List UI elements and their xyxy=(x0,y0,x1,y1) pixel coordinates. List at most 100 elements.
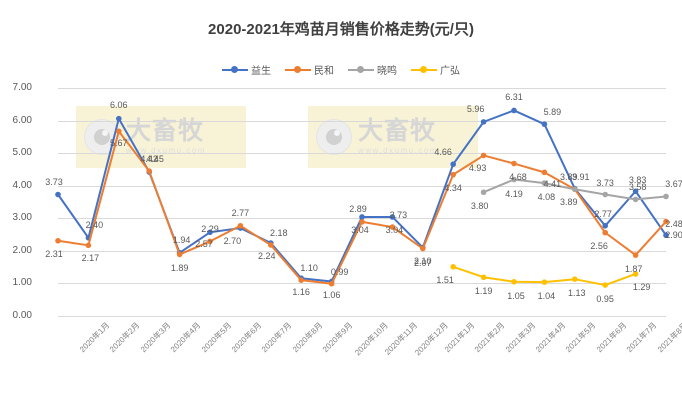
data-point-marker xyxy=(450,161,457,168)
data-point-marker xyxy=(359,214,365,220)
data-point-label: 4.45 xyxy=(146,154,164,165)
data-point-label: 2.18 xyxy=(270,227,288,238)
data-point-marker xyxy=(511,279,517,285)
x-axis-tick-label: 2021年5月 xyxy=(564,320,598,355)
data-point-marker xyxy=(389,214,396,220)
watermark-brand: 大畜牧 xyxy=(358,117,437,145)
data-point-label: 2.57 xyxy=(195,239,213,250)
data-point-label: 3.89 xyxy=(560,172,578,183)
data-point-label: 1.29 xyxy=(632,281,651,292)
data-point-marker xyxy=(632,188,639,195)
data-point-label: 2.10 xyxy=(414,255,432,266)
data-point-label: 2.56 xyxy=(590,240,608,251)
x-axis-tick-label: 2020年2月 xyxy=(108,320,142,355)
data-point-marker xyxy=(328,280,335,287)
series-lines xyxy=(55,107,669,288)
gridline xyxy=(58,88,666,89)
data-point-label: 2.77 xyxy=(594,208,612,219)
x-axis-tick-label: 2020年6月 xyxy=(229,320,264,355)
data-point-marker xyxy=(268,242,274,248)
legend-label: 民和 xyxy=(314,66,334,77)
data-point-label: 2.70 xyxy=(223,236,242,247)
data-point-marker xyxy=(663,232,669,239)
x-axis-tick-label: 2020年1月 xyxy=(77,320,112,355)
legend-item-广弘[interactable]: 广弘 xyxy=(411,62,460,77)
chart-legend: 益生 民和 晓鸣 广弘 xyxy=(0,62,682,77)
data-point-label: 2.89 xyxy=(349,203,367,214)
data-point-marker xyxy=(663,218,669,225)
data-point-marker xyxy=(480,119,487,125)
data-point-marker xyxy=(511,160,517,167)
data-point-marker xyxy=(116,128,122,135)
data-point-label: 3.04 xyxy=(351,224,369,235)
data-point-label: 3.89 xyxy=(560,197,578,208)
data-point-label: 2.29 xyxy=(201,224,219,235)
data-point-marker xyxy=(480,274,487,281)
data-point-label: 1.19 xyxy=(474,286,493,297)
data-point-marker xyxy=(116,115,122,122)
data-point-marker xyxy=(85,242,92,249)
data-point-label: 3.83 xyxy=(628,175,647,186)
legend-marker-icon xyxy=(411,65,437,74)
data-point-label: 1.51 xyxy=(436,274,454,285)
x-axis-tick-label: 2020年5月 xyxy=(199,320,233,355)
data-point-label: 4.42 xyxy=(140,154,158,165)
watermark-brand: 大畜牧 xyxy=(126,117,205,145)
legend-marker-icon xyxy=(348,65,374,74)
gridline xyxy=(58,153,666,155)
data-point-marker xyxy=(541,169,548,176)
legend-item-民和[interactable]: 民和 xyxy=(285,62,334,77)
data-point-label: 1.87 xyxy=(624,264,643,275)
gridline xyxy=(58,316,666,317)
x-axis-tick-label: 2020年9月 xyxy=(321,320,355,355)
legend-label: 晓鸣 xyxy=(377,66,397,77)
data-point-label: 3.73 xyxy=(45,176,63,187)
data-point-label: 0.99 xyxy=(330,266,349,277)
data-point-label: 4.19 xyxy=(505,188,523,199)
data-point-label: 2.48 xyxy=(665,219,682,230)
gridline xyxy=(58,185,666,187)
data-point-marker xyxy=(450,171,457,178)
data-point-marker xyxy=(55,237,61,244)
data-point-marker xyxy=(420,245,426,252)
data-point-label: 6.06 xyxy=(110,99,128,110)
legend-item-晓鸣[interactable]: 晓鸣 xyxy=(348,62,397,77)
data-point-marker xyxy=(572,186,578,193)
x-axis-tick-label: 2021年3月 xyxy=(503,320,537,355)
data-point-label: 5.67 xyxy=(110,138,128,149)
data-point-label: 0.95 xyxy=(596,294,614,305)
data-point-marker xyxy=(541,279,548,285)
y-axis-tick-label: 3.00 xyxy=(12,212,32,224)
y-axis-tick-label: 6.00 xyxy=(12,114,32,126)
data-point-marker xyxy=(237,222,244,229)
data-point-label: 1.04 xyxy=(537,291,556,302)
data-point-marker xyxy=(207,238,213,245)
data-point-marker xyxy=(55,191,61,198)
data-point-label: 1.13 xyxy=(568,288,586,299)
data-point-label: 3.80 xyxy=(470,201,489,212)
data-point-label: 3.58 xyxy=(628,182,647,193)
data-point-marker xyxy=(602,191,608,198)
y-axis-tick-label: 1.00 xyxy=(12,277,32,289)
data-point-label: 6.31 xyxy=(505,92,523,103)
watermark-eye-icon xyxy=(316,119,352,155)
data-point-marker xyxy=(663,193,669,200)
data-point-marker xyxy=(541,180,548,186)
chart-title: 2020-2021年鸡苗月销售价格走势(元/只) xyxy=(208,21,474,38)
x-axis-tick-label: 2020年7月 xyxy=(260,320,294,355)
plot-area: 大畜牧 www.dxumu.com 大畜牧 www.dxumu.com 0.00… xyxy=(13,82,682,357)
data-point-marker xyxy=(450,264,457,270)
data-point-label: 2.17 xyxy=(81,253,100,264)
data-point-label: 1.16 xyxy=(292,287,310,298)
data-point-label: 2.24 xyxy=(258,251,276,262)
series-line-益生 xyxy=(57,109,667,283)
data-point-label: 1.10 xyxy=(300,263,318,274)
data-point-label: 2.90 xyxy=(665,229,682,240)
x-axis-tick-label: 2021年8月 xyxy=(655,320,682,355)
data-point-label: 1.06 xyxy=(322,290,341,301)
data-point-label: 3.67 xyxy=(665,179,682,190)
legend-item-益生[interactable]: 益生 xyxy=(222,62,271,77)
data-point-marker xyxy=(632,271,639,277)
watermark-left: 大畜牧 www.dxumu.com xyxy=(76,106,246,168)
watermark-url: www.dxumu.com xyxy=(126,146,206,155)
